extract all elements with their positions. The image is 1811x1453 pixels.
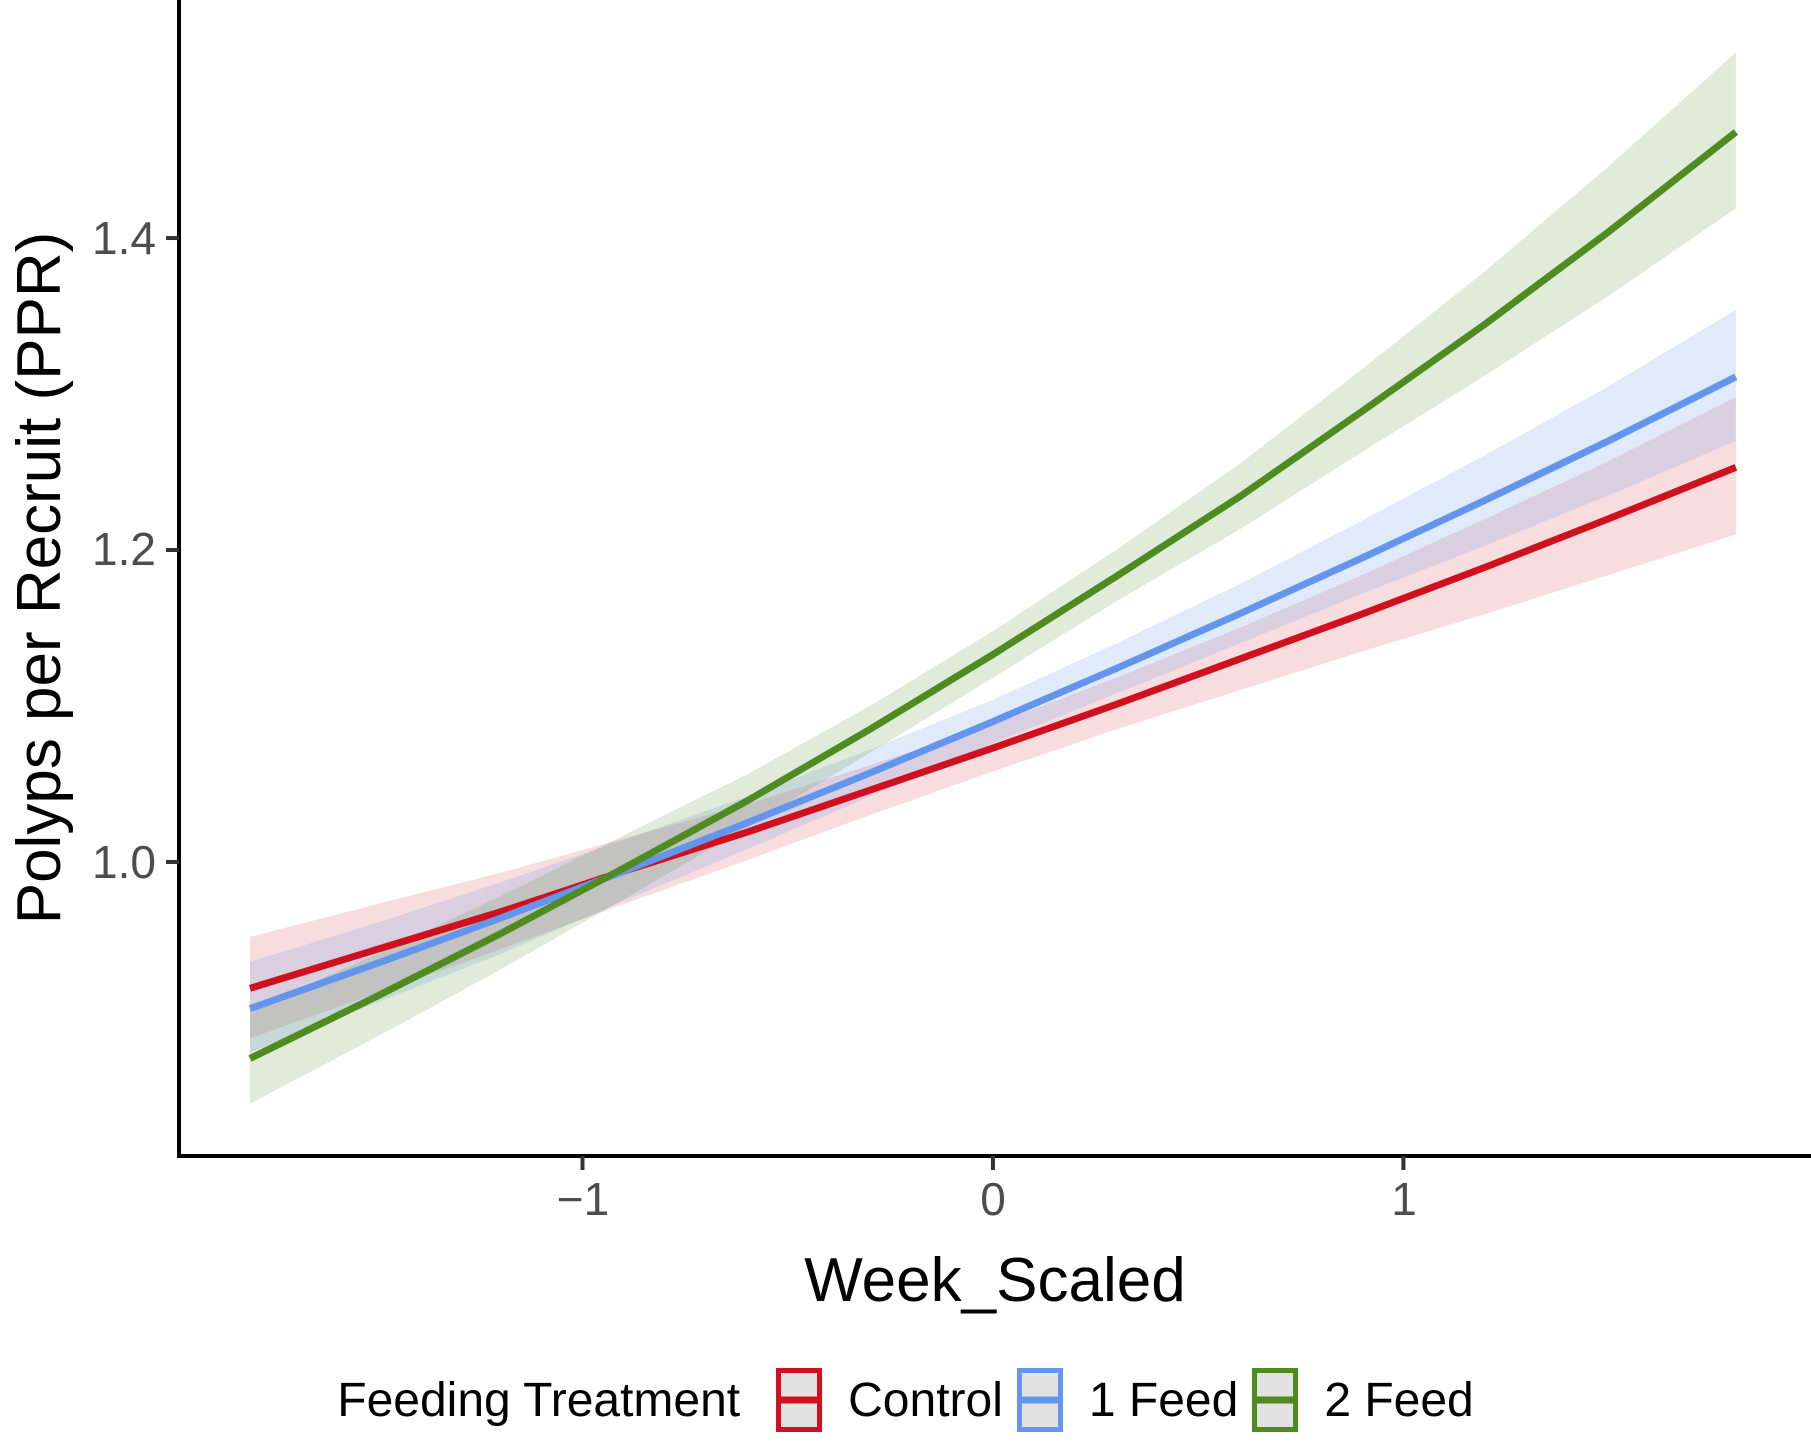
legend-item-2-feed: 2 Feed <box>1252 1368 1474 1432</box>
legend: Feeding Treatment Control 1 Feed 2 Feed <box>0 1368 1811 1432</box>
legend-title: Feeding Treatment <box>337 1373 741 1427</box>
tick-marks <box>166 236 1406 1170</box>
x-axis-title: Week_Scaled <box>804 1246 1186 1315</box>
legend-item-1-feed: 1 Feed <box>1016 1368 1239 1432</box>
ribbon-2-feed <box>250 52 1736 1104</box>
y-axis-title: Polyps per Recruit (PPR) <box>5 231 74 925</box>
line-2-feed <box>248 129 1739 1062</box>
fitted-lines <box>248 129 1739 1062</box>
legend-key-1-feed <box>1016 1368 1063 1432</box>
legend-keyline-control-icon <box>781 1396 818 1404</box>
legend-item-control: Control <box>776 1368 1003 1432</box>
y-tick-label-1-4: 1.4 <box>92 212 156 264</box>
legend-item-label-2-feed: 2 Feed <box>1324 1373 1474 1427</box>
x-tick-label-1: 1 <box>1391 1173 1417 1225</box>
legend-item-label-control: Control <box>848 1373 1003 1427</box>
legend-keyline-1-feed-icon <box>1021 1396 1058 1404</box>
line-1-feed <box>248 373 1738 1012</box>
legend-keyline-2-feed-icon <box>1257 1396 1294 1404</box>
legend-key-control <box>776 1368 823 1432</box>
x-tick-label-0: 0 <box>980 1173 1006 1225</box>
y-tick-label-1-2: 1.2 <box>92 523 156 575</box>
legend-item-label-1-feed: 1 Feed <box>1088 1373 1239 1427</box>
legend-key-2-feed <box>1252 1368 1299 1432</box>
line-control <box>248 464 1738 992</box>
y-tick-label-1-0: 1.0 <box>92 836 156 888</box>
ribbon-control <box>250 397 1736 1039</box>
x-tick-label-minus-1: −1 <box>556 1173 610 1225</box>
